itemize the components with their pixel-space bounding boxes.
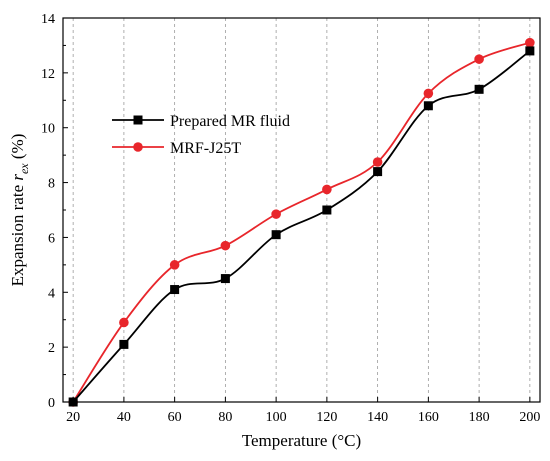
plot-area-frame	[62, 17, 541, 403]
data-point-prepared-mr-fluid	[373, 167, 383, 177]
data-point-mrf-j25t	[423, 88, 434, 99]
legend-label-prepared-mr-fluid: Prepared MR fluid	[170, 113, 290, 130]
data-point-mrf-j25t	[525, 37, 535, 48]
x-tick-label: 100	[266, 410, 287, 425]
data-point-mrf-j25t	[169, 260, 180, 270]
x-tick-label: 60	[168, 410, 182, 425]
y-tick-label: 12	[41, 67, 55, 82]
y-tick-label: 14	[41, 12, 55, 27]
data-point-prepared-mr-fluid	[423, 101, 433, 111]
data-point-mrf-j25t	[474, 54, 484, 64]
x-tick-label: 120	[316, 410, 337, 425]
y-axis-title: Expansion rate rex (%)	[8, 134, 31, 287]
data-point-mrf-j25t	[119, 317, 129, 328]
x-tick-label: 40	[117, 410, 131, 425]
data-point-prepared-mr-fluid	[119, 339, 129, 349]
y-axis-title-variable: r	[8, 174, 27, 181]
x-tick-label: 200	[519, 410, 540, 425]
legend: Prepared MR fluid MRF-J25T	[112, 113, 290, 157]
legend-marker-prepared-mr-fluid	[133, 115, 143, 125]
data-point-prepared-mr-fluid	[220, 274, 230, 284]
data-point-mrf-j25t	[271, 209, 281, 219]
y-axis-title-subscript: ex	[17, 163, 31, 174]
data-point-prepared-mr-fluid	[322, 205, 332, 215]
legend-marker-mrf-j25t	[133, 142, 143, 152]
y-tick-label: 4	[48, 286, 55, 301]
data-point-mrf-j25t	[220, 240, 231, 251]
y-tick-label: 2	[48, 341, 55, 356]
legend-label-mrf-j25t: MRF-J25T	[170, 140, 241, 157]
y-tick-label: 0	[48, 396, 55, 411]
data-point-prepared-mr-fluid	[525, 46, 535, 56]
data-point-prepared-mr-fluid	[271, 230, 281, 240]
grid-lines	[72, 18, 531, 402]
y-tick-label: 8	[48, 177, 55, 192]
x-tick-label: 80	[218, 410, 232, 425]
x-tick-label: 20	[66, 410, 80, 425]
x-axis-title: Temperature (°C)	[242, 431, 361, 450]
y-tick-label: 6	[48, 231, 55, 246]
y-tick-label: 10	[41, 122, 55, 137]
axis-ticks: 20 40 60 80 100 120 140 160 180 200 0 2 4 6 8 10 12 14	[41, 12, 540, 425]
x-tick-label: 140	[367, 410, 388, 425]
x-tick-label: 160	[418, 410, 439, 425]
series-line-mrf-j25t	[72, 41, 531, 403]
x-tick-label: 180	[469, 410, 490, 425]
series-line-prepared-mr-fluid	[72, 50, 531, 403]
data-point-mrf-j25t	[322, 184, 332, 195]
series-layer	[68, 37, 535, 407]
data-point-prepared-mr-fluid	[474, 84, 484, 94]
data-point-prepared-mr-fluid	[170, 285, 180, 295]
y-axis-title-prefix: Expansion rate	[8, 181, 27, 287]
y-axis-title-suffix: (%)	[8, 134, 27, 164]
data-point-mrf-j25t	[372, 157, 383, 167]
